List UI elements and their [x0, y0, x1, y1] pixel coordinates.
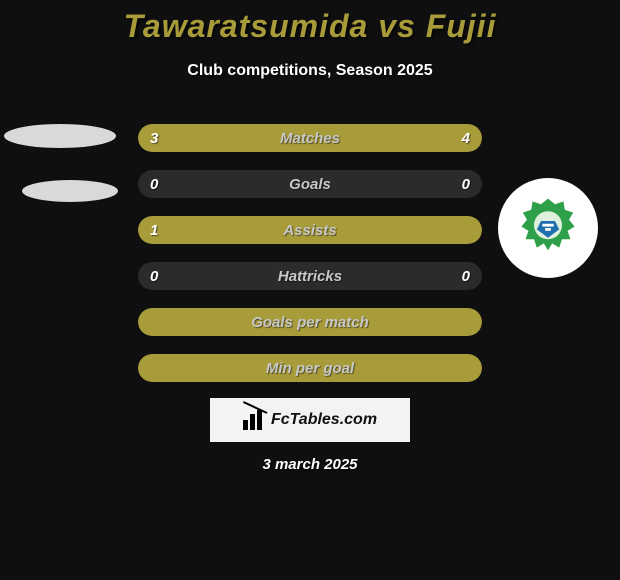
left-team-disc-1 [4, 124, 116, 148]
brand-box[interactable]: FcTables.com [210, 398, 410, 442]
bar-label: Goals [138, 170, 482, 198]
generation-date: 3 march 2025 [0, 456, 620, 473]
bar-left-value: 0 [150, 262, 158, 290]
stat-row: Hattricks0 0 [138, 262, 482, 290]
right-team-badge [498, 178, 598, 278]
page-subtitle: Club competitions, Season 2025 [0, 62, 620, 80]
bar-label: Matches [138, 124, 482, 152]
brand-bars-icon [243, 410, 265, 430]
bar-left-value: 0 [150, 170, 158, 198]
stat-row: Min per goal [138, 354, 482, 382]
bar-right-value: 0 [462, 170, 470, 198]
bar-right-value: 0 [462, 262, 470, 290]
comparison-bars: Matches34Goals00Assists1Hattricks00Goals… [138, 124, 482, 400]
bar-label: Goals per match [138, 308, 482, 336]
bar-label: Min per goal [138, 354, 482, 382]
brand-label: FcTables.com [271, 411, 377, 429]
bar-label: Assists [138, 216, 482, 244]
stat-row: Goals per match [138, 308, 482, 336]
bar-right-value: 4 [462, 124, 470, 152]
stat-row: Goals0 0 [138, 170, 482, 198]
bar-label: Hattricks [138, 262, 482, 290]
left-team-disc-2 [22, 180, 118, 202]
club-crest-icon [513, 193, 583, 263]
page-title: Tawaratsumida vs Fujii [0, 8, 620, 45]
stat-row: Assists1 [138, 216, 482, 244]
bar-left-value: 1 [150, 216, 158, 244]
bar-left-value: 3 [150, 124, 158, 152]
stat-row: Matches3 4 [138, 124, 482, 152]
